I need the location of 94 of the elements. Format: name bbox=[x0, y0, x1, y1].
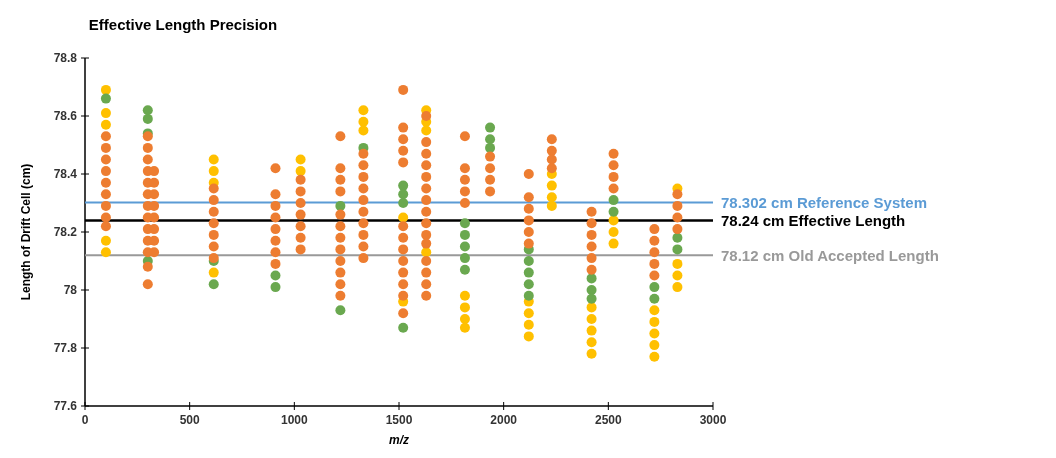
point bbox=[398, 180, 409, 191]
point bbox=[208, 279, 219, 290]
point bbox=[546, 200, 557, 211]
point bbox=[398, 198, 409, 208]
point bbox=[586, 273, 597, 284]
chart-title: Effective Length Precision bbox=[88, 16, 278, 33]
point bbox=[459, 302, 470, 313]
point bbox=[523, 256, 534, 266]
point bbox=[270, 270, 281, 281]
point bbox=[459, 218, 470, 229]
point bbox=[586, 325, 597, 336]
y-tick-label: 78.8 bbox=[53, 51, 78, 65]
point bbox=[100, 84, 111, 95]
point bbox=[649, 282, 660, 293]
point bbox=[100, 119, 111, 130]
point bbox=[100, 108, 111, 119]
point bbox=[100, 235, 111, 246]
point bbox=[672, 244, 683, 255]
point bbox=[586, 337, 597, 348]
point bbox=[485, 142, 496, 153]
point bbox=[335, 305, 346, 316]
point bbox=[649, 305, 660, 316]
point bbox=[208, 166, 219, 177]
point bbox=[546, 192, 557, 203]
y-tick-label: 78.2 bbox=[53, 225, 78, 239]
point bbox=[398, 212, 409, 223]
point bbox=[672, 258, 683, 269]
point bbox=[358, 125, 369, 136]
y-tick-label: 77.8 bbox=[53, 341, 78, 355]
point bbox=[608, 206, 619, 217]
point bbox=[459, 314, 470, 324]
point bbox=[608, 227, 619, 237]
point bbox=[523, 290, 534, 301]
x-tick-label: 500 bbox=[179, 413, 200, 427]
point bbox=[546, 180, 557, 191]
point bbox=[523, 279, 534, 290]
point bbox=[523, 319, 534, 330]
point bbox=[649, 316, 660, 327]
y-tick-label: 78.4 bbox=[53, 167, 78, 181]
point bbox=[142, 113, 153, 124]
point bbox=[100, 247, 111, 258]
x-tick-label: 1000 bbox=[280, 413, 308, 427]
point bbox=[523, 331, 534, 342]
point bbox=[649, 340, 660, 351]
point bbox=[398, 189, 409, 200]
point bbox=[608, 238, 619, 249]
point bbox=[608, 215, 619, 226]
point bbox=[523, 308, 534, 319]
point bbox=[586, 302, 597, 313]
point bbox=[649, 351, 660, 362]
point bbox=[459, 264, 470, 275]
ref-line-label: 78.12 cm Old Accepted Length bbox=[721, 247, 939, 265]
point bbox=[358, 105, 369, 116]
y-axis-title: Length of Drift Cell (cm) bbox=[19, 163, 33, 301]
point bbox=[398, 322, 409, 333]
y-tick-label: 78 bbox=[63, 283, 78, 297]
ref-line-label: 78.24 cm Effective Length bbox=[721, 212, 906, 230]
x-axis-title: m/z bbox=[388, 433, 410, 447]
point bbox=[295, 166, 306, 177]
x-tick-label: 3000 bbox=[699, 413, 727, 427]
point bbox=[208, 267, 219, 278]
point bbox=[672, 232, 683, 243]
point bbox=[421, 125, 432, 136]
point bbox=[608, 195, 619, 206]
x-tick-label: 0 bbox=[81, 413, 89, 427]
point bbox=[523, 267, 534, 278]
x-tick-label: 2500 bbox=[594, 413, 622, 427]
point bbox=[142, 105, 153, 116]
point bbox=[672, 270, 683, 281]
point bbox=[586, 314, 597, 324]
point bbox=[586, 285, 597, 295]
point bbox=[649, 328, 660, 339]
x-tick-label: 2000 bbox=[490, 413, 518, 427]
x-tick-label: 1500 bbox=[385, 413, 413, 427]
point bbox=[459, 290, 470, 301]
y-tick-label: 77.6 bbox=[53, 399, 78, 413]
point bbox=[295, 154, 306, 165]
point bbox=[270, 282, 281, 293]
point bbox=[586, 293, 597, 304]
ref-line-label: 78.302 cm Reference System bbox=[721, 194, 927, 212]
point bbox=[485, 122, 496, 133]
point bbox=[672, 282, 683, 293]
point bbox=[208, 154, 219, 165]
point bbox=[335, 200, 346, 211]
point bbox=[459, 253, 470, 264]
point bbox=[459, 322, 470, 333]
point bbox=[459, 229, 470, 240]
point bbox=[358, 116, 369, 127]
point bbox=[485, 134, 496, 145]
point bbox=[459, 241, 470, 252]
y-tick-label: 78.6 bbox=[53, 109, 78, 123]
point bbox=[586, 348, 597, 359]
point bbox=[649, 293, 660, 304]
point bbox=[100, 93, 111, 104]
